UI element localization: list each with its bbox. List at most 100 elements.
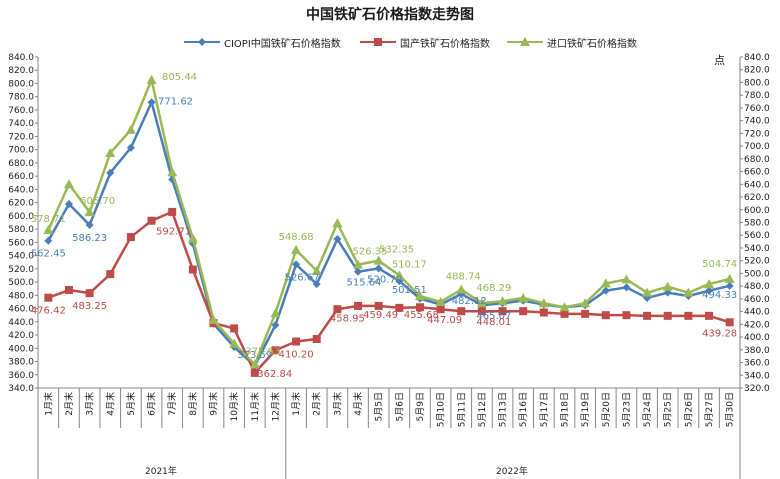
data-label: 515.64 bbox=[347, 278, 382, 289]
legend-marker-ciopi bbox=[184, 38, 220, 46]
x-tick-label: 5月19日 bbox=[580, 392, 591, 427]
x-tick-label: 7月末 bbox=[166, 392, 178, 416]
data-point-imported bbox=[208, 314, 219, 324]
data-point-ciopi bbox=[64, 199, 73, 208]
data-point-imported bbox=[518, 292, 529, 302]
y-tick-label-left: 700.0 bbox=[8, 146, 34, 156]
data-point-domestic bbox=[457, 307, 466, 316]
data-point-domestic bbox=[230, 324, 239, 333]
data-point-imported bbox=[642, 287, 653, 297]
data-point-ciopi bbox=[292, 260, 301, 269]
x-tick-label: 5月11日 bbox=[456, 392, 467, 427]
data-point-imported bbox=[600, 278, 611, 288]
data-point-imported bbox=[291, 244, 302, 254]
y-tick-label-right: 380.0 bbox=[744, 346, 770, 356]
y-tick-label-left: 600.0 bbox=[8, 212, 34, 222]
legend-label-ciopi: CIOPI中国铁矿石价格指数 bbox=[224, 39, 341, 50]
data-label: 805.44 bbox=[162, 72, 197, 83]
data-label: 375.63 bbox=[245, 346, 280, 357]
data-point-ciopi bbox=[333, 235, 342, 244]
y-tick-label-right: 460.0 bbox=[744, 295, 770, 305]
data-point-domestic bbox=[126, 233, 135, 242]
data-point-imported bbox=[456, 284, 467, 294]
data-label: 771.62 bbox=[158, 96, 193, 107]
x-tick-label: 10月末 bbox=[228, 392, 240, 421]
data-point-imported bbox=[146, 74, 157, 84]
data-point-ciopi bbox=[85, 220, 94, 229]
data-point-domestic bbox=[168, 207, 177, 216]
x-tick-label: 4月末 bbox=[352, 392, 364, 416]
x-tick-label: 5月10日 bbox=[436, 392, 447, 427]
data-label: 483.25 bbox=[72, 301, 107, 312]
data-point-domestic bbox=[436, 305, 445, 314]
legend-label-domestic: 国产铁矿石价格指数 bbox=[400, 39, 490, 50]
x-tick-label: 5月20日 bbox=[601, 392, 612, 427]
series-line-1 bbox=[47, 210, 731, 375]
y-tick-label-left: 740.0 bbox=[8, 119, 34, 129]
x-tick-label: 12月末 bbox=[269, 392, 281, 421]
data-point-imported bbox=[187, 233, 198, 243]
data-point-imported bbox=[125, 124, 136, 134]
x-tick-label: 5月5日 bbox=[374, 392, 385, 421]
data-point-domestic bbox=[581, 309, 590, 318]
data-point-domestic bbox=[684, 311, 693, 320]
y-tick-label-right: 660.0 bbox=[744, 168, 770, 178]
data-point-ciopi bbox=[44, 236, 53, 245]
data-label: 447.09 bbox=[427, 315, 462, 326]
x-tick-label: 4月末 bbox=[104, 392, 116, 416]
y-tick-label-left: 640.0 bbox=[8, 185, 34, 195]
data-point-domestic bbox=[374, 301, 383, 310]
year-label-2022: 2022年 bbox=[496, 467, 528, 477]
data-label: 465.07 bbox=[476, 311, 511, 322]
data-point-imported bbox=[497, 296, 508, 306]
data-label: 532.35 bbox=[379, 245, 414, 256]
y-tick-label-right: 500.0 bbox=[744, 269, 770, 279]
data-point-imported bbox=[394, 270, 405, 280]
y-tick-label-left: 340.0 bbox=[8, 384, 34, 394]
data-label: 586.23 bbox=[72, 233, 107, 244]
data-point-domestic bbox=[354, 301, 363, 310]
y-tick-label-right: 760.0 bbox=[744, 104, 770, 114]
data-point-domestic bbox=[498, 307, 507, 316]
data-point-ciopi bbox=[601, 286, 610, 295]
data-point-ciopi bbox=[725, 281, 734, 290]
data-label: 468.29 bbox=[476, 283, 511, 294]
chart-title: 中国铁矿石价格指数走势图 bbox=[306, 7, 474, 23]
data-point-imported bbox=[435, 296, 446, 306]
legend-marker-imported bbox=[507, 37, 543, 46]
y-tick-label-right: 740.0 bbox=[744, 117, 770, 127]
data-point-ciopi bbox=[312, 280, 321, 289]
data-point-imported bbox=[353, 259, 364, 269]
data-point-domestic bbox=[292, 337, 301, 346]
data-point-imported bbox=[373, 255, 384, 265]
data-point-domestic bbox=[415, 303, 424, 312]
x-tick-label: 3月末 bbox=[84, 392, 96, 416]
y-tick-label-right: 540.0 bbox=[744, 244, 770, 254]
x-tick-label: 6月末 bbox=[146, 392, 158, 416]
data-point-imported bbox=[621, 274, 632, 284]
data-point-ciopi bbox=[705, 286, 714, 295]
x-tick-label: 5月16日 bbox=[518, 392, 529, 427]
x-tick-label: 9月末 bbox=[208, 392, 220, 416]
y-tick-label-right: 440.0 bbox=[744, 308, 770, 318]
x-tick-label: 3月末 bbox=[331, 392, 343, 416]
data-label: 482.12 bbox=[452, 296, 487, 307]
data-point-imported bbox=[662, 281, 673, 291]
data-label: 504.74 bbox=[702, 259, 737, 270]
y-tick-label-left: 540.0 bbox=[8, 252, 34, 262]
legend-label-imported: 进口铁矿石价格指数 bbox=[547, 39, 637, 50]
data-point-imported bbox=[724, 273, 735, 283]
data-point-domestic bbox=[519, 307, 528, 316]
y-tick-label-left: 680.0 bbox=[8, 159, 34, 169]
y-tick-label-right: 420.0 bbox=[744, 320, 770, 330]
year-label-2021: 2021年 bbox=[145, 467, 177, 477]
x-tick-label: 5月18日 bbox=[560, 392, 571, 427]
data-point-domestic bbox=[147, 216, 156, 225]
data-point-domestic bbox=[705, 311, 714, 320]
data-label: 448.01 bbox=[476, 317, 511, 328]
data-point-imported bbox=[311, 265, 322, 275]
data-label: 501.51 bbox=[392, 285, 427, 296]
data-point-imported bbox=[476, 298, 487, 308]
data-label: 488.74 bbox=[446, 272, 481, 283]
x-tick-label: 5月末 bbox=[125, 392, 137, 416]
